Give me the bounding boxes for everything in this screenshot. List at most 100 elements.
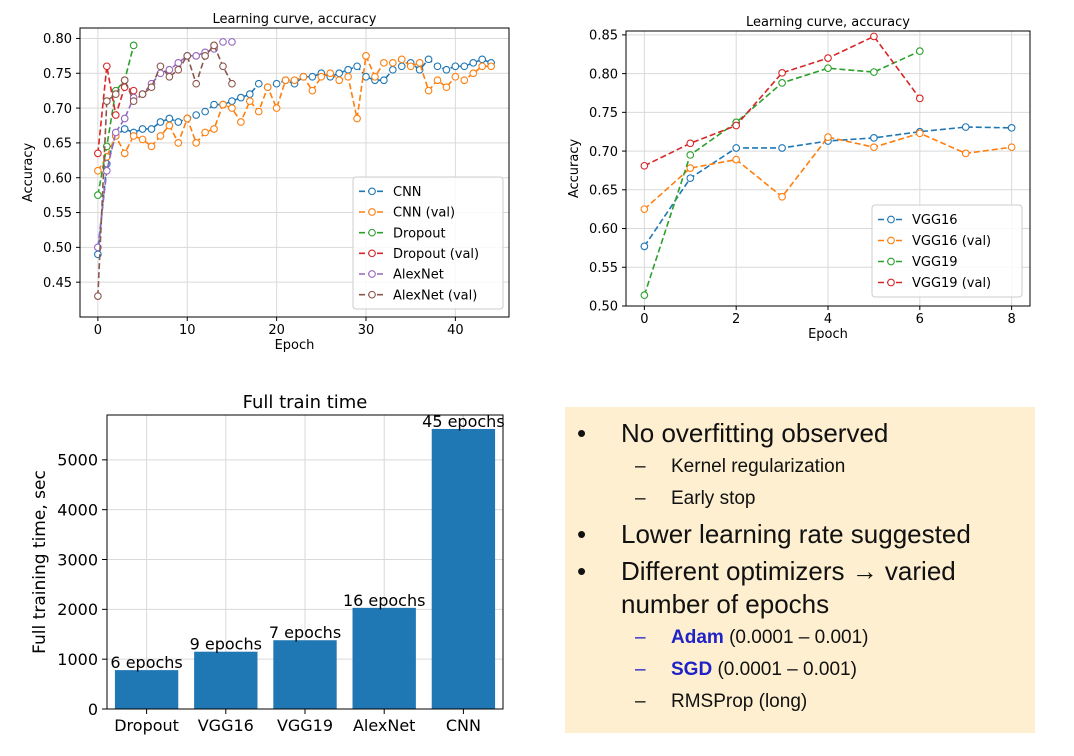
plot-frame: [106, 414, 504, 710]
sub-adam: – Adam (0.0001 – 0.001): [565, 625, 1025, 651]
data-point: [870, 32, 878, 41]
data-point: [778, 68, 786, 77]
y-tick-label: 0: [88, 700, 98, 719]
y-tick-label: 0.60: [589, 222, 618, 237]
sub-sgd: – SGD (0.0001 – 0.001): [565, 657, 1025, 683]
y-axis-label: Full training time, sec: [30, 470, 50, 654]
y-tick-label: 1000: [57, 650, 98, 669]
data-point: [478, 55, 487, 64]
x-axis-label: Epoch: [275, 338, 315, 353]
data-point: [129, 97, 138, 105]
legend-label: VGG16: [912, 213, 958, 228]
data-point: [371, 72, 379, 81]
data-point: [192, 111, 201, 119]
legend-label: Dropout: [393, 226, 446, 241]
data-point: [686, 164, 695, 172]
dash-glyph: –: [635, 456, 646, 477]
data-point: [174, 118, 183, 126]
data-point: [102, 62, 111, 71]
bullet-glyph: •: [577, 418, 587, 448]
bullet-glyph: •: [577, 519, 587, 549]
series-line: [97, 45, 135, 196]
y-tick-label: 0.85: [589, 29, 618, 44]
bullet-lower-learning-rate: • Lower learning rate suggested: [565, 518, 1025, 551]
y-tick-label: 4000: [57, 500, 98, 519]
data-point: [192, 139, 201, 147]
x-tick-label: 2: [732, 312, 740, 327]
data-point: [353, 62, 361, 71]
data-point: [210, 125, 218, 133]
data-point: [147, 83, 156, 92]
bar-data-label: 9 epochs: [190, 635, 262, 654]
data-point: [102, 97, 111, 105]
data-point: [460, 76, 469, 85]
data-point: [824, 133, 832, 141]
data-point: [147, 125, 156, 133]
data-point: [442, 83, 451, 92]
x-axis-label: Epoch: [808, 327, 848, 342]
y-axis-label: Accuracy: [21, 143, 36, 203]
chart-title: Full train time: [243, 392, 368, 413]
legend-label: Dropout (val): [393, 247, 479, 262]
plot-frame: [625, 30, 1031, 307]
data-point: [129, 86, 138, 95]
legend-marker: [368, 290, 376, 299]
data-point: [640, 242, 649, 251]
bullet-text-cont: number of epochs: [621, 589, 830, 619]
data-point: [281, 76, 290, 85]
bar-data-label: 16 epochs: [343, 591, 426, 610]
data-point: [433, 62, 442, 71]
data-point: [94, 166, 102, 175]
data-point: [245, 97, 254, 105]
optimizer-range: (0.0001 – 0.001): [712, 659, 857, 680]
dash-glyph: –: [635, 488, 646, 509]
data-point: [120, 149, 129, 158]
sub-text: Early stop: [671, 488, 756, 509]
data-point: [183, 114, 192, 123]
x-tick-label: VGG19: [277, 716, 333, 735]
data-point: [308, 72, 317, 81]
x-tick-label: 40: [447, 323, 464, 338]
data-point: [469, 58, 478, 67]
data-point: [335, 69, 344, 78]
x-tick-label: 0: [94, 323, 102, 338]
data-point: [201, 128, 209, 137]
data-point: [111, 90, 120, 99]
series-line: [97, 43, 233, 297]
x-tick-label: 6: [916, 312, 924, 327]
data-point: [120, 125, 129, 133]
legend-marker: [368, 208, 376, 216]
dash-glyph: –: [635, 691, 646, 712]
data-point: [174, 58, 183, 67]
y-tick-label: 0.55: [43, 206, 72, 221]
legend-label: CNN (val): [393, 206, 455, 221]
data-point: [824, 54, 832, 62]
legend-label: VGG19: [912, 255, 958, 270]
dash-glyph: –: [635, 659, 646, 680]
bar: [194, 651, 258, 709]
data-point: [228, 97, 236, 105]
y-tick-label: 0.50: [43, 241, 72, 256]
x-tick-label: 30: [358, 323, 375, 338]
bar-data-label: 7 epochs: [269, 623, 341, 642]
data-point: [138, 90, 147, 99]
y-tick-label: 0.70: [43, 102, 72, 117]
data-point: [272, 79, 281, 88]
data-point: [272, 104, 281, 112]
legend-marker: [368, 270, 376, 278]
data-point: [362, 72, 370, 81]
data-point: [317, 72, 326, 81]
data-point: [129, 41, 138, 50]
legend-label: CNN: [393, 185, 422, 200]
data-point: [201, 52, 209, 60]
optimizer-name: Adam: [671, 627, 724, 648]
y-tick-label: 0.80: [589, 67, 618, 82]
x-tick-label: 10: [179, 323, 196, 338]
legend-marker: [368, 249, 376, 258]
data-point: [406, 62, 415, 71]
bullet-text: Different optimizers → varied: [621, 556, 956, 586]
x-tick-label: 8: [1007, 312, 1015, 327]
data-point: [219, 38, 227, 46]
data-point: [824, 64, 832, 73]
data-point: [335, 76, 344, 85]
